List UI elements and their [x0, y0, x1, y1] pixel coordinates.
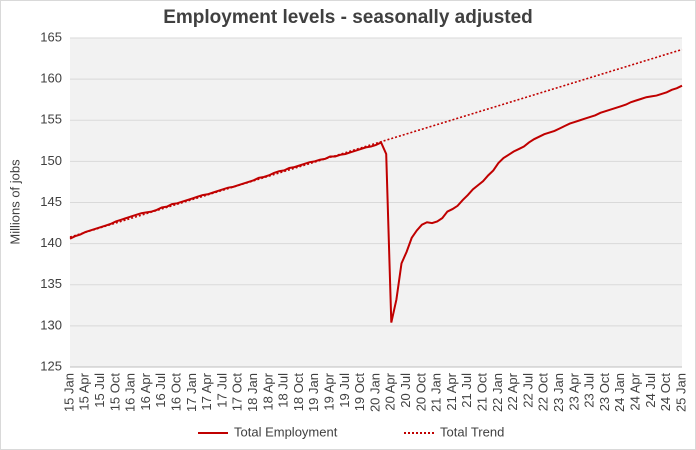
y-tick-label: 130 [40, 317, 62, 332]
x-tick-label: 24 Jul [643, 373, 658, 408]
x-tick-label: 20 Jul [398, 373, 413, 408]
x-tick-label: 16 Jul [153, 373, 168, 408]
x-tick-label: 18 Jan [245, 373, 260, 412]
y-tick-label: 150 [40, 153, 62, 168]
x-tick-label: 15 Jan [61, 373, 76, 412]
x-tick-label: 17 Oct [230, 373, 245, 412]
y-axis-label: Millions of jobs [7, 159, 22, 245]
x-tick-label: 21 Apr [444, 372, 459, 410]
x-tick-label: 17 Jan [184, 373, 199, 412]
legend-label: Total Employment [234, 424, 338, 439]
x-tick-label: 25 Jan [673, 373, 688, 412]
y-tick-label: 165 [40, 29, 62, 44]
x-tick-label: 21 Oct [475, 373, 490, 412]
legend-label: Total Trend [440, 424, 504, 439]
chart-title: Employment levels - seasonally adjusted [163, 7, 533, 28]
x-tick-label: 17 Apr [199, 372, 214, 410]
y-tick-label: 140 [40, 235, 62, 250]
x-tick-label: 20 Oct [413, 373, 428, 412]
y-tick-label: 125 [40, 358, 62, 373]
series-line [69, 84, 683, 323]
x-tick-label: 23 Apr [566, 372, 581, 410]
y-tick-label: 160 [40, 71, 62, 86]
x-tick-label: 21 Jan [429, 373, 444, 412]
x-tick-label: 16 Oct [169, 373, 184, 412]
x-tick-label: 21 Jul [459, 373, 474, 408]
x-tick-label: 15 Apr [77, 372, 92, 410]
x-tick-label: 19 Jul [337, 373, 352, 408]
x-tick-label: 23 Oct [597, 373, 612, 412]
x-tick-label: 19 Apr [322, 372, 337, 410]
x-tick-label: 20 Apr [383, 372, 398, 410]
x-tick-label: 17 Jul [214, 373, 229, 408]
y-tick-label: 145 [40, 194, 62, 209]
x-tick-label: 19 Oct [352, 373, 367, 412]
x-tick-label: 24 Oct [658, 373, 673, 412]
x-tick-label: 24 Apr [628, 372, 643, 410]
x-tick-label: 15 Oct [107, 373, 122, 412]
y-tick-label: 135 [40, 276, 62, 291]
x-tick-label: 16 Jan [123, 373, 138, 412]
x-tick-label: 20 Jan [367, 373, 382, 412]
x-tick-label: 22 Oct [536, 373, 551, 412]
x-tick-label: 22 Apr [505, 372, 520, 410]
x-tick-label: 18 Apr [260, 372, 275, 410]
x-tick-label: 19 Jan [306, 373, 321, 412]
x-tick-label: 16 Apr [138, 372, 153, 410]
y-tick-label: 155 [40, 112, 62, 127]
x-tick-label: 18 Oct [291, 373, 306, 412]
x-tick-label: 15 Jul [92, 373, 107, 408]
x-tick-label: 22 Jan [490, 373, 505, 412]
x-tick-label: 24 Jan [612, 373, 627, 412]
x-tick-label: 23 Jan [551, 373, 566, 412]
x-tick-label: 23 Jul [582, 373, 597, 408]
series-line [69, 48, 683, 238]
x-tick-label: 22 Jul [520, 373, 535, 408]
x-tick-label: 18 Jul [276, 373, 291, 408]
